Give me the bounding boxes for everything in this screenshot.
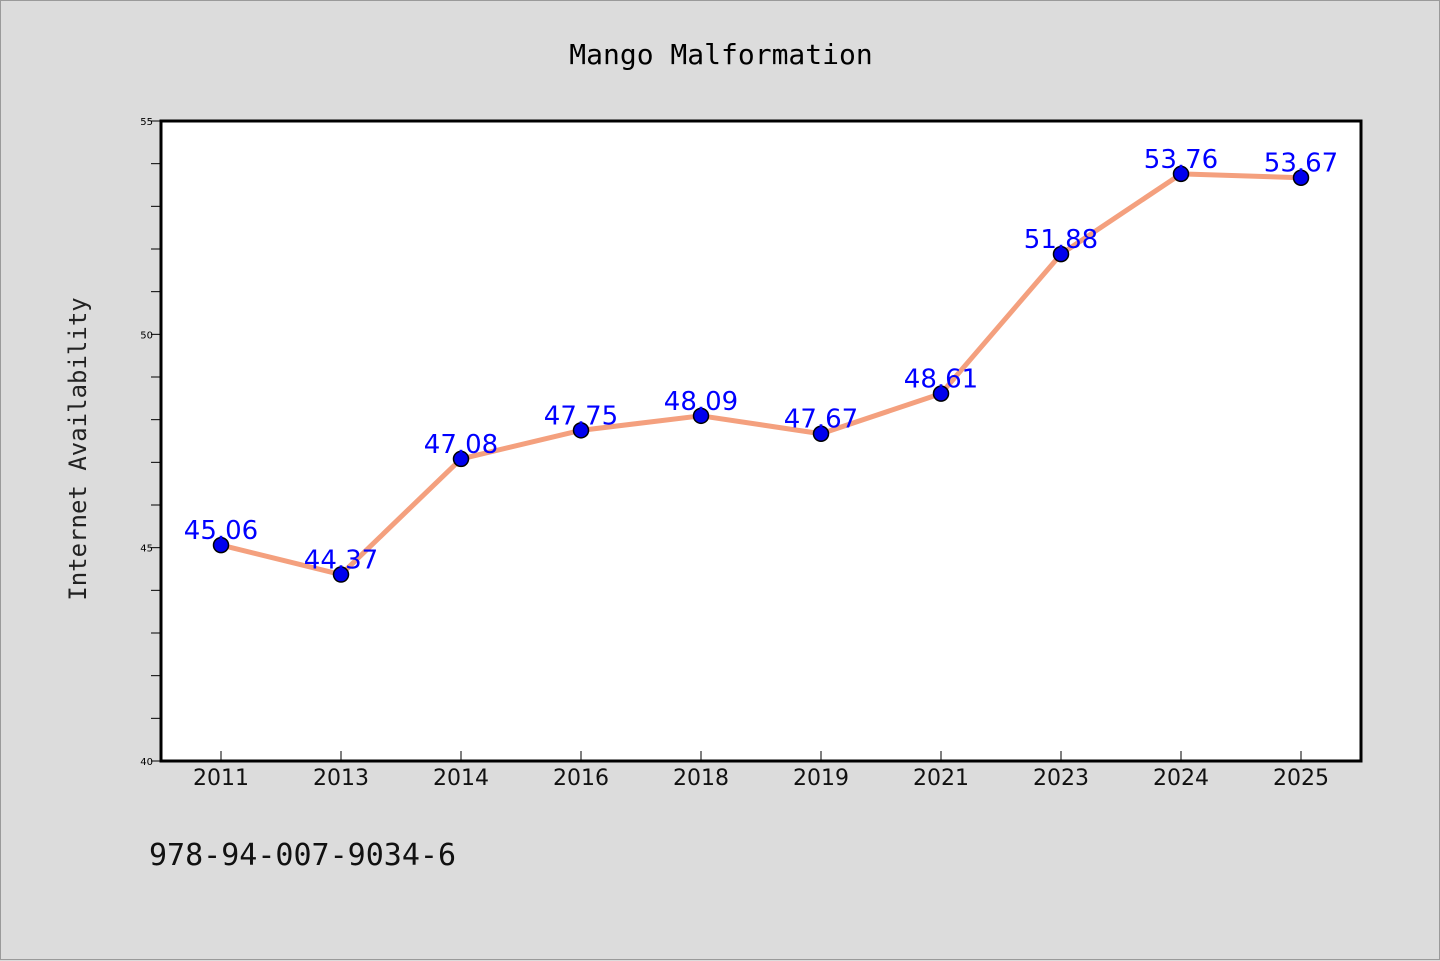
data-point xyxy=(452,450,470,468)
chart-title: Mango Malformation xyxy=(569,38,872,71)
y-tick-label: 40 xyxy=(140,757,153,768)
data-label: 53.67 xyxy=(1264,149,1338,179)
plot-area xyxy=(159,119,1363,763)
x-tick-label: 2011 xyxy=(193,766,249,791)
x-tick-labels: 2011 2013 2014 2016 2018 2019 2021 2023 2024 2025 xyxy=(193,766,1329,791)
series-line xyxy=(218,171,1304,578)
y-minor-ticks xyxy=(151,120,161,762)
x-ticks xyxy=(220,751,1302,761)
y-tick-label: 45 xyxy=(140,544,153,555)
data-point xyxy=(932,385,950,402)
data-label: 47.08 xyxy=(424,430,498,460)
data-point xyxy=(812,425,830,442)
data-label: 45.06 xyxy=(184,516,258,546)
y-tick-label: 50 xyxy=(140,330,153,341)
data-point xyxy=(212,536,230,554)
y-axis-label: Internet Availability xyxy=(64,297,92,600)
data-point xyxy=(1052,245,1070,263)
data-label: 47.75 xyxy=(544,401,618,431)
x-tick-label: 2025 xyxy=(1273,766,1329,791)
y-tick-labels: 40 45 50 55 xyxy=(140,117,153,768)
data-label: 48.09 xyxy=(664,387,738,417)
data-labels: 45.06 44.37 47.08 47.75 48.09 47.67 48.61 51.88… xyxy=(184,145,1338,576)
data-label: 53.76 xyxy=(1144,145,1218,175)
series-points xyxy=(212,165,1310,583)
x-tick-label: 2016 xyxy=(553,766,609,791)
x-tick-label: 2014 xyxy=(433,766,489,791)
y-tick-label: 55 xyxy=(140,117,153,128)
isbn-label: 978-94-007-9034-6 xyxy=(149,838,456,873)
data-point xyxy=(1292,169,1310,186)
data-point xyxy=(692,407,710,425)
data-label: 44.37 xyxy=(304,546,378,576)
x-tick-label: 2024 xyxy=(1153,766,1209,791)
data-label: 48.61 xyxy=(904,365,978,395)
data-label: 47.67 xyxy=(784,405,858,435)
x-tick-label: 2023 xyxy=(1033,766,1089,791)
data-label: 51.88 xyxy=(1024,225,1098,255)
x-tick-label: 2018 xyxy=(673,766,729,791)
series-line-group xyxy=(218,171,1304,578)
x-tick-label: 2013 xyxy=(313,766,369,791)
data-point xyxy=(332,566,350,583)
data-point xyxy=(572,422,590,439)
x-tick-label: 2019 xyxy=(793,766,849,791)
data-point xyxy=(1172,165,1190,183)
x-tick-label: 2021 xyxy=(913,766,969,791)
